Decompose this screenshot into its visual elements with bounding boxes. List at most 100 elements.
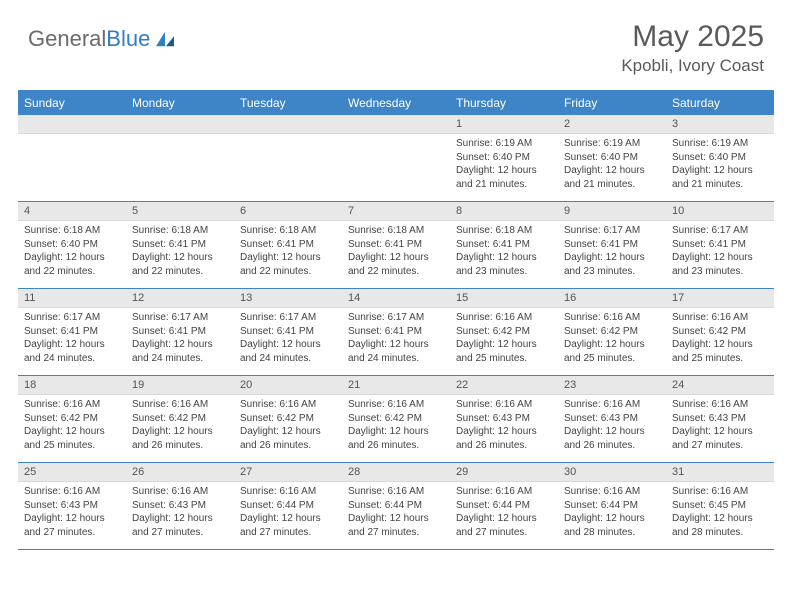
sunset-line: Sunset: 6:42 PM — [456, 325, 552, 339]
sunset-line: Sunset: 6:40 PM — [456, 151, 552, 165]
sunset-line: Sunset: 6:41 PM — [672, 238, 768, 252]
day-number: 29 — [450, 463, 558, 482]
weekday-label: Thursday — [450, 92, 558, 115]
sunrise-line: Sunrise: 6:16 AM — [564, 398, 660, 412]
week-row: 25Sunrise: 6:16 AMSunset: 6:43 PMDayligh… — [18, 463, 774, 550]
day-details: Sunrise: 6:19 AMSunset: 6:40 PMDaylight:… — [558, 134, 666, 195]
sunrise-line: Sunrise: 6:16 AM — [348, 398, 444, 412]
sunrise-line: Sunrise: 6:17 AM — [672, 224, 768, 238]
sunrise-line: Sunrise: 6:16 AM — [456, 311, 552, 325]
day-details: Sunrise: 6:16 AMSunset: 6:45 PMDaylight:… — [666, 482, 774, 543]
day-details: Sunrise: 6:16 AMSunset: 6:43 PMDaylight:… — [558, 395, 666, 456]
day-details: Sunrise: 6:16 AMSunset: 6:42 PMDaylight:… — [342, 395, 450, 456]
daylight-line: Daylight: 12 hours and 21 minutes. — [564, 164, 660, 191]
day-cell: 4Sunrise: 6:18 AMSunset: 6:40 PMDaylight… — [18, 202, 126, 288]
brand-sail-icon — [154, 30, 176, 48]
day-cell: 26Sunrise: 6:16 AMSunset: 6:43 PMDayligh… — [126, 463, 234, 549]
day-number — [342, 115, 450, 134]
sunrise-line: Sunrise: 6:16 AM — [348, 485, 444, 499]
day-number — [18, 115, 126, 134]
daylight-line: Daylight: 12 hours and 27 minutes. — [456, 512, 552, 539]
daylight-line: Daylight: 12 hours and 26 minutes. — [564, 425, 660, 452]
sunset-line: Sunset: 6:41 PM — [348, 325, 444, 339]
day-cell: 28Sunrise: 6:16 AMSunset: 6:44 PMDayligh… — [342, 463, 450, 549]
daylight-line: Daylight: 12 hours and 26 minutes. — [456, 425, 552, 452]
daylight-line: Daylight: 12 hours and 22 minutes. — [240, 251, 336, 278]
day-details: Sunrise: 6:18 AMSunset: 6:41 PMDaylight:… — [342, 221, 450, 282]
header: GeneralBlue May 2025 Kpobli, Ivory Coast — [0, 0, 792, 84]
day-cell: 24Sunrise: 6:16 AMSunset: 6:43 PMDayligh… — [666, 376, 774, 462]
daylight-line: Daylight: 12 hours and 24 minutes. — [348, 338, 444, 365]
day-number: 10 — [666, 202, 774, 221]
day-cell: 23Sunrise: 6:16 AMSunset: 6:43 PMDayligh… — [558, 376, 666, 462]
day-details: Sunrise: 6:16 AMSunset: 6:42 PMDaylight:… — [558, 308, 666, 369]
day-cell: 30Sunrise: 6:16 AMSunset: 6:44 PMDayligh… — [558, 463, 666, 549]
day-details: Sunrise: 6:17 AMSunset: 6:41 PMDaylight:… — [126, 308, 234, 369]
sunset-line: Sunset: 6:43 PM — [132, 499, 228, 513]
sunset-line: Sunset: 6:44 PM — [564, 499, 660, 513]
day-number: 25 — [18, 463, 126, 482]
day-cell: 12Sunrise: 6:17 AMSunset: 6:41 PMDayligh… — [126, 289, 234, 375]
month-title: May 2025 — [621, 20, 764, 54]
day-cell: 5Sunrise: 6:18 AMSunset: 6:41 PMDaylight… — [126, 202, 234, 288]
day-details: Sunrise: 6:16 AMSunset: 6:43 PMDaylight:… — [450, 395, 558, 456]
brand-second: Blue — [106, 26, 150, 51]
day-details: Sunrise: 6:17 AMSunset: 6:41 PMDaylight:… — [234, 308, 342, 369]
day-cell: 16Sunrise: 6:16 AMSunset: 6:42 PMDayligh… — [558, 289, 666, 375]
day-number: 1 — [450, 115, 558, 134]
weekday-label: Wednesday — [342, 92, 450, 115]
day-number: 20 — [234, 376, 342, 395]
daylight-line: Daylight: 12 hours and 21 minutes. — [456, 164, 552, 191]
day-number — [234, 115, 342, 134]
sunrise-line: Sunrise: 6:17 AM — [564, 224, 660, 238]
sunrise-line: Sunrise: 6:16 AM — [240, 398, 336, 412]
daylight-line: Daylight: 12 hours and 28 minutes. — [672, 512, 768, 539]
day-cell: 27Sunrise: 6:16 AMSunset: 6:44 PMDayligh… — [234, 463, 342, 549]
day-number: 2 — [558, 115, 666, 134]
daylight-line: Daylight: 12 hours and 24 minutes. — [240, 338, 336, 365]
day-details: Sunrise: 6:18 AMSunset: 6:41 PMDaylight:… — [234, 221, 342, 282]
sunrise-line: Sunrise: 6:19 AM — [564, 137, 660, 151]
sunset-line: Sunset: 6:40 PM — [564, 151, 660, 165]
sunrise-line: Sunrise: 6:16 AM — [132, 398, 228, 412]
sunset-line: Sunset: 6:41 PM — [24, 325, 120, 339]
day-number: 15 — [450, 289, 558, 308]
sunrise-line: Sunrise: 6:18 AM — [24, 224, 120, 238]
sunrise-line: Sunrise: 6:16 AM — [672, 311, 768, 325]
sunset-line: Sunset: 6:41 PM — [456, 238, 552, 252]
day-cell: 15Sunrise: 6:16 AMSunset: 6:42 PMDayligh… — [450, 289, 558, 375]
daylight-line: Daylight: 12 hours and 22 minutes. — [132, 251, 228, 278]
sunset-line: Sunset: 6:40 PM — [24, 238, 120, 252]
day-number: 4 — [18, 202, 126, 221]
day-cell: 1Sunrise: 6:19 AMSunset: 6:40 PMDaylight… — [450, 115, 558, 201]
daylight-line: Daylight: 12 hours and 26 minutes. — [348, 425, 444, 452]
sunrise-line: Sunrise: 6:16 AM — [564, 485, 660, 499]
daylight-line: Daylight: 12 hours and 27 minutes. — [24, 512, 120, 539]
day-cell: 21Sunrise: 6:16 AMSunset: 6:42 PMDayligh… — [342, 376, 450, 462]
day-cell: 11Sunrise: 6:17 AMSunset: 6:41 PMDayligh… — [18, 289, 126, 375]
sunset-line: Sunset: 6:41 PM — [132, 325, 228, 339]
day-number: 12 — [126, 289, 234, 308]
sunrise-line: Sunrise: 6:18 AM — [348, 224, 444, 238]
weekday-header: SundayMondayTuesdayWednesdayThursdayFrid… — [18, 92, 774, 115]
sunset-line: Sunset: 6:44 PM — [456, 499, 552, 513]
sunset-line: Sunset: 6:44 PM — [348, 499, 444, 513]
daylight-line: Daylight: 12 hours and 26 minutes. — [132, 425, 228, 452]
day-number: 5 — [126, 202, 234, 221]
day-details: Sunrise: 6:16 AMSunset: 6:43 PMDaylight:… — [18, 482, 126, 543]
week-row: 11Sunrise: 6:17 AMSunset: 6:41 PMDayligh… — [18, 289, 774, 376]
day-cell: 20Sunrise: 6:16 AMSunset: 6:42 PMDayligh… — [234, 376, 342, 462]
day-details: Sunrise: 6:16 AMSunset: 6:44 PMDaylight:… — [234, 482, 342, 543]
day-details: Sunrise: 6:16 AMSunset: 6:42 PMDaylight:… — [450, 308, 558, 369]
daylight-line: Daylight: 12 hours and 25 minutes. — [672, 338, 768, 365]
day-number: 31 — [666, 463, 774, 482]
sunrise-line: Sunrise: 6:16 AM — [132, 485, 228, 499]
day-cell — [234, 115, 342, 201]
day-cell: 19Sunrise: 6:16 AMSunset: 6:42 PMDayligh… — [126, 376, 234, 462]
sunrise-line: Sunrise: 6:18 AM — [456, 224, 552, 238]
day-details: Sunrise: 6:18 AMSunset: 6:41 PMDaylight:… — [450, 221, 558, 282]
title-block: May 2025 Kpobli, Ivory Coast — [621, 20, 764, 76]
day-details: Sunrise: 6:16 AMSunset: 6:42 PMDaylight:… — [18, 395, 126, 456]
day-number: 7 — [342, 202, 450, 221]
daylight-line: Daylight: 12 hours and 28 minutes. — [564, 512, 660, 539]
